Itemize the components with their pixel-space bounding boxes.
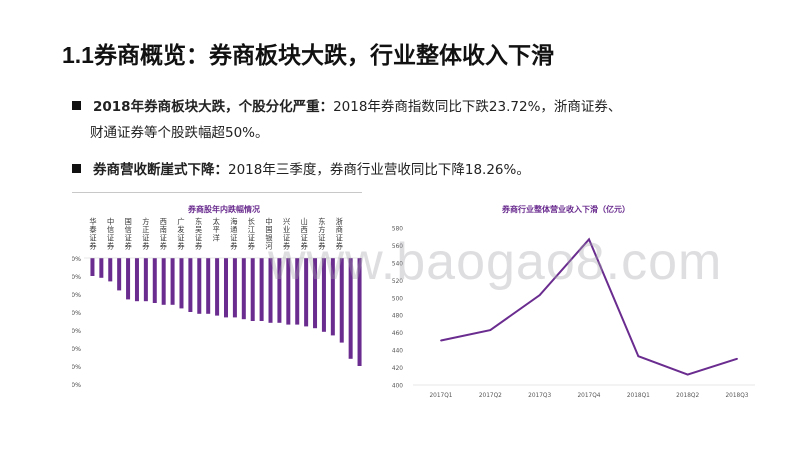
bar bbox=[277, 258, 282, 323]
line-y-tick-label: 500 bbox=[392, 296, 403, 302]
bar-y-tick-label: -60% bbox=[72, 364, 81, 371]
line-y-tick-label: 400 bbox=[392, 384, 403, 390]
bar-category-label: 兴业证券 bbox=[283, 217, 290, 251]
bar bbox=[143, 258, 148, 302]
bar bbox=[161, 258, 166, 305]
bar bbox=[188, 258, 193, 312]
line-x-tick-label: 2018Q2 bbox=[676, 393, 699, 399]
title-text: 券商概览：券商板块大跌，行业整体收入下滑 bbox=[93, 43, 554, 69]
line-chart-title: 券商行业整体营业收入下滑（亿元） bbox=[501, 204, 630, 214]
page-title: 1.1券商概览：券商板块大跌，行业整体收入下滑 bbox=[62, 36, 554, 70]
bullet-2-text: 2018年三季度，券商行业营收同比下降18.26%。 bbox=[228, 162, 530, 178]
bar bbox=[268, 258, 273, 323]
bullet-1-bold: 2018年券商板块大跌，个股分化严重： bbox=[93, 99, 334, 115]
bar-y-tick-label: -40% bbox=[72, 328, 81, 335]
bar-chart-title: 券商股年内跌幅情况 bbox=[187, 204, 260, 214]
bar bbox=[259, 258, 264, 321]
bar-y-tick-label: -70% bbox=[72, 382, 81, 389]
bar-y-tick-label: -20% bbox=[72, 292, 81, 299]
bar bbox=[126, 258, 131, 300]
bar bbox=[321, 258, 326, 332]
bar-category-label: 山西证券 bbox=[301, 217, 308, 251]
bar-y-tick-label: 0% bbox=[72, 256, 81, 263]
bar bbox=[179, 258, 184, 309]
line-chart: 券商行业整体营业收入下滑（亿元） 580 560 540 520 500 480 460 44… bbox=[392, 204, 755, 399]
bar-category-label: 国信证券 bbox=[125, 217, 132, 251]
line-y-tick-label: 420 bbox=[392, 366, 403, 372]
chart-divider bbox=[72, 192, 362, 193]
line-x-tick-label: 2018Q1 bbox=[627, 393, 650, 399]
line-point bbox=[440, 339, 442, 342]
bar-category-label: 方正证券 bbox=[142, 217, 149, 251]
bar bbox=[117, 258, 122, 291]
line-point bbox=[538, 294, 541, 297]
bullet-1: 2018年券商板块大跌，个股分化严重：2018年券商指数同比下跌23.72%，浙… bbox=[72, 94, 752, 146]
bullet-2: 券商营收断崖式下降：2018年三季度，券商行业营收同比下降18.26%。 bbox=[72, 157, 752, 183]
bar-category-label: 太平洋 bbox=[213, 217, 220, 242]
bar bbox=[223, 258, 229, 318]
bar-category-label: 东吴证券 bbox=[195, 217, 202, 251]
bar bbox=[357, 258, 362, 366]
bullet-1-line2: 财通证券等个股跌幅超50%。 bbox=[90, 125, 269, 141]
bar-category-label: 海通证券 bbox=[230, 217, 237, 251]
bar bbox=[215, 258, 220, 316]
bar bbox=[90, 258, 95, 276]
line-x-tick-label: 2017Q2 bbox=[479, 393, 502, 399]
line-point bbox=[588, 238, 590, 241]
line-y-tick-label: 540 bbox=[392, 261, 403, 267]
bar bbox=[250, 258, 255, 321]
bar-category-label: 西南证券 bbox=[160, 217, 167, 251]
bar bbox=[108, 258, 113, 282]
bar bbox=[286, 258, 291, 325]
bar bbox=[99, 258, 104, 278]
line-point bbox=[736, 357, 738, 360]
bar-y-tick-label: -30% bbox=[72, 310, 81, 317]
line-x-tick-label: 2017Q1 bbox=[429, 393, 452, 399]
bullet-2-bold: 券商营收断崖式下降： bbox=[93, 162, 228, 178]
bar bbox=[206, 258, 211, 314]
bar bbox=[232, 258, 237, 318]
line-y-tick-label: 460 bbox=[392, 331, 403, 337]
line-y-tick-label: 520 bbox=[392, 279, 403, 285]
bar bbox=[241, 258, 246, 320]
line-x-tick-label: 2018Q3 bbox=[725, 393, 748, 399]
line-x-tick-label: 2017Q4 bbox=[577, 393, 600, 399]
bar bbox=[330, 258, 335, 336]
watermark: www.baogao8.com bbox=[268, 233, 723, 291]
line-y-tick-label: 440 bbox=[392, 349, 403, 355]
line-y-tick-label: 560 bbox=[392, 244, 403, 250]
bar bbox=[339, 258, 344, 343]
bar-y-tick-label: -50% bbox=[72, 346, 81, 353]
line-point bbox=[637, 355, 640, 358]
line-point bbox=[489, 329, 492, 331]
bar-category-label: 东方证券 bbox=[318, 217, 325, 251]
bar bbox=[348, 258, 353, 359]
bar bbox=[313, 258, 318, 329]
line-point bbox=[686, 373, 689, 376]
bar-category-label: 长江证券 bbox=[248, 217, 255, 251]
bar bbox=[304, 258, 309, 327]
bar-y-tick-label: -10% bbox=[72, 274, 81, 281]
bar bbox=[134, 258, 139, 302]
title-prefix: 1.1 bbox=[62, 42, 94, 68]
line-y-tick-label: 480 bbox=[392, 314, 403, 320]
bar-category-label: 中国银河 bbox=[265, 217, 272, 251]
line-y-tick-label: 580 bbox=[392, 227, 403, 233]
line-x-tick-label: 2017Q3 bbox=[528, 393, 551, 399]
bar bbox=[170, 258, 175, 305]
bar bbox=[152, 258, 157, 303]
bullet-1-text: 2018年券商指数同比下跌23.72%，浙商证券、 bbox=[333, 99, 622, 115]
bar-category-label: 华泰证券 bbox=[89, 217, 96, 251]
bullet-square-icon bbox=[72, 101, 81, 110]
bullet-square-icon bbox=[72, 164, 81, 173]
bar bbox=[197, 258, 202, 314]
bar bbox=[295, 258, 300, 325]
bar-category-label: 广发证券 bbox=[177, 217, 184, 251]
bar-chart: 券商股年内跌幅情况 华泰证券 中信证券 国信证券 方正证券 西南证券 广发证券 东吴证券 太平… bbox=[72, 204, 362, 389]
bar-category-label: 浙商证券 bbox=[336, 217, 343, 251]
bar-category-label: 中信证券 bbox=[107, 217, 114, 251]
